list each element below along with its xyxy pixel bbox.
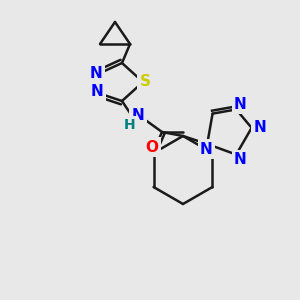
Text: N: N: [132, 109, 144, 124]
Text: N: N: [91, 83, 103, 98]
Text: N: N: [90, 67, 102, 82]
Text: H: H: [124, 118, 136, 132]
Text: N: N: [253, 120, 266, 135]
Text: S: S: [140, 74, 151, 89]
Text: N: N: [234, 152, 247, 167]
Text: O: O: [146, 140, 158, 154]
Text: N: N: [200, 142, 213, 157]
Text: N: N: [234, 97, 247, 112]
